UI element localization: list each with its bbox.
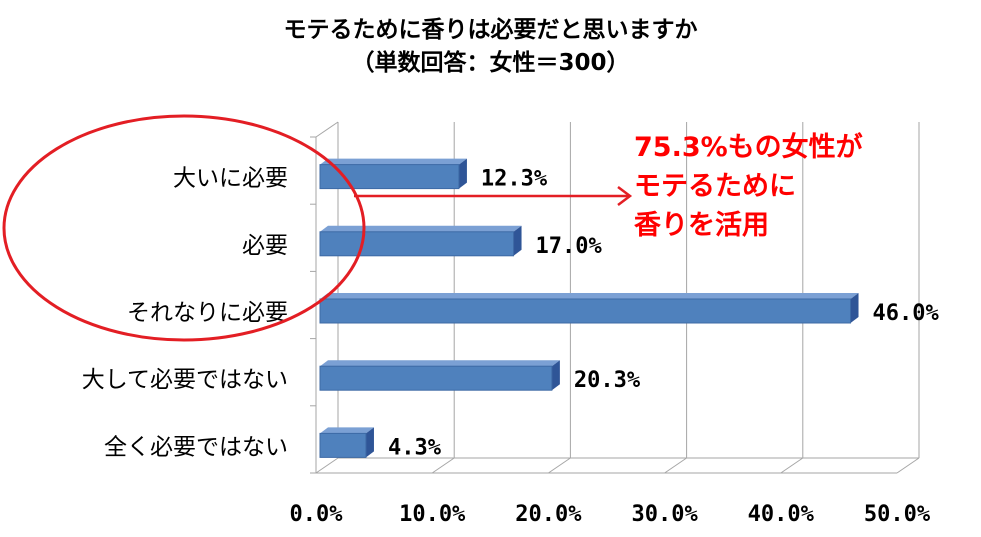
annotation-line: モテるために — [634, 171, 796, 202]
bar — [319, 158, 467, 190]
arrow-head — [617, 186, 633, 206]
chart-subtitle: （単数回答：女性＝300） — [351, 50, 630, 76]
annotation-callout: 75.3%もの女性が モテるために 香りを活用 — [634, 128, 863, 245]
bar-top-face — [320, 427, 374, 434]
category-label: 大いに必要 — [173, 166, 288, 192]
chart-title: モテるために香りは必要だと思いますか — [283, 17, 698, 43]
bar-front-face — [319, 231, 515, 257]
data-label: 12.3% — [481, 167, 548, 192]
bar-side-face — [513, 225, 522, 256]
bar — [319, 427, 374, 458]
bar-side-face — [850, 293, 859, 323]
data-label: 46.0% — [873, 301, 940, 326]
x-tick-label: 0.0% — [290, 502, 344, 527]
bar-top-face — [320, 225, 522, 232]
floor-depth-line — [315, 457, 339, 474]
floor-depth-line — [896, 457, 920, 474]
category-label: 全く必要ではない — [104, 434, 288, 460]
floor-depth-line — [664, 457, 687, 474]
bar — [319, 360, 560, 391]
bar-front-face — [319, 298, 852, 324]
floor-depth-line — [780, 457, 804, 474]
data-label: 20.3% — [574, 368, 641, 393]
x-tick-label: 10.0% — [399, 502, 466, 527]
bar-top-face — [320, 158, 467, 165]
data-label: 4.3% — [388, 435, 442, 460]
bar — [319, 293, 859, 324]
x-tick-label: 20.0% — [515, 502, 582, 527]
annotation-line: 香りを活用 — [634, 210, 769, 241]
bar-front-face — [319, 432, 367, 458]
bar-front-face — [319, 365, 553, 391]
x-tick-label: 50.0% — [864, 502, 931, 527]
bar-top-face — [320, 293, 859, 299]
floor-depth-line — [548, 457, 571, 474]
bar-side-face — [458, 158, 467, 189]
side-wall-edge — [315, 121, 339, 138]
bar-side-face — [551, 360, 560, 391]
data-label: 17.0% — [536, 234, 603, 259]
bar-side-face — [365, 427, 374, 458]
highlight-ellipse — [2, 114, 366, 342]
bar-front-face — [319, 164, 460, 190]
annotation-line: 75.3%もの女性が — [634, 132, 863, 163]
floor-depth-line — [431, 457, 455, 474]
category-label: それなりに必要 — [127, 300, 288, 326]
bar — [319, 225, 522, 257]
x-tick-label: 40.0% — [748, 502, 815, 527]
category-label: 必要 — [242, 233, 288, 259]
bar-top-face — [320, 360, 560, 367]
category-label: 大して必要ではない — [82, 367, 288, 393]
x-tick-label: 30.0% — [631, 502, 698, 527]
